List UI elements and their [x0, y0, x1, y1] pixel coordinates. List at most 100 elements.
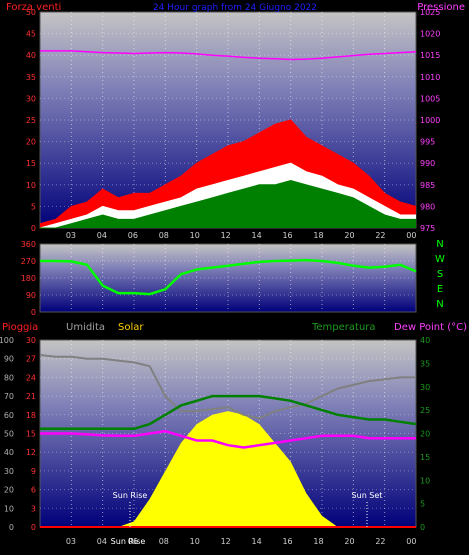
direction-y-tick: 180 [21, 274, 36, 283]
rain-y-tick: 21 [26, 392, 36, 401]
compass-label: E [437, 284, 443, 295]
wind-y-tick: 0 [31, 224, 36, 233]
wind-chart-x-tick: 04 [97, 231, 107, 240]
wind-chart-x-tick: 10 [190, 231, 200, 240]
pressure-y-tick: 1025 [420, 8, 440, 17]
humidity-line [39, 354, 416, 420]
wind-y-tick: 45 [26, 30, 36, 39]
pressure-y-tick: 975 [420, 224, 435, 233]
temperature-y-tick: 10 [420, 476, 430, 485]
climate-chart-x-tick: 16 [282, 537, 292, 546]
compass-label: W [435, 254, 445, 265]
temperature-line [40, 394, 417, 431]
wind-chart-x-tick: 14 [252, 231, 262, 240]
rain-y-tick: 27 [26, 355, 36, 364]
wind-chart-x-tick: 18 [313, 231, 323, 240]
rain-y-tick: 24 [26, 373, 36, 382]
wind-axis-label: Forza venti [6, 2, 61, 13]
humidity-y-tick: 30 [4, 467, 14, 476]
pressure-y-tick: 990 [420, 159, 435, 168]
wind-chart-x-tick: 22 [375, 231, 385, 240]
rain-y-tick: 12 [26, 448, 36, 457]
direction-y-tick: 360 [21, 240, 36, 249]
temperature-y-tick: 15 [420, 453, 430, 462]
wind-direction-line [40, 258, 417, 296]
sun-annotation: Sun Rise [111, 537, 146, 546]
climate-chart-x-tick: 03 [66, 537, 76, 546]
compass-label: N [436, 299, 443, 310]
solar-area [40, 411, 416, 527]
pressure-y-tick: 985 [420, 181, 435, 190]
wind-y-tick: 5 [31, 202, 36, 211]
rain-y-tick: 30 [26, 336, 36, 345]
legend-left-item: Pioggia [2, 322, 38, 333]
wind-chart-title: 24 Hour graph from 24 Giugno 2022 [153, 3, 317, 13]
wind-y-tick: 50 [26, 8, 36, 17]
rain-y-tick: 15 [26, 430, 36, 439]
temperature-y-tick: 5 [420, 500, 425, 509]
climate-chart-x-tick: 06 [128, 537, 138, 546]
climate-chart-x-tick: 00 [406, 537, 416, 546]
wind-chart-x-tick: 03 [66, 231, 76, 240]
climate-chart-x-tick: 18 [313, 537, 323, 546]
wind-chart-x-tick: 06 [128, 231, 138, 240]
wind-series-2-line [40, 179, 416, 229]
rain-y-tick: 6 [31, 486, 36, 495]
wind-chart-x-tick: 20 [344, 231, 354, 240]
legend-right-item: Dew Point (°C) [394, 322, 467, 333]
temperature-y-tick: 40 [420, 336, 430, 345]
temperature-y-tick: 35 [420, 359, 430, 368]
wind-y-tick: 20 [26, 138, 36, 147]
humidity-y-tick: 40 [4, 448, 14, 457]
legend-right-item: Temperatura [311, 322, 376, 333]
wind-chart-x-tick: 08 [159, 231, 169, 240]
wind-series-2-fill [40, 180, 416, 228]
wind-chart-x-tick: 00 [406, 231, 416, 240]
climate-chart-x-tick: 22 [375, 537, 385, 546]
pressure-y-tick: 1005 [420, 94, 440, 103]
wind-series-0-line [39, 119, 417, 225]
wind-chart-x-tick: 12 [221, 231, 231, 240]
humidity-y-tick: 10 [4, 504, 14, 513]
direction-y-tick: 270 [21, 257, 36, 266]
wind-y-tick: 10 [26, 181, 36, 190]
direction-y-tick: 90 [26, 291, 36, 300]
climate-chart-x-tick: 20 [344, 537, 354, 546]
wind-y-tick: 15 [26, 159, 36, 168]
wind-series-1-line [39, 162, 416, 229]
compass-label: S [437, 269, 443, 280]
temperature-y-tick: 30 [420, 383, 430, 392]
climate-chart-x-tick: 04 [97, 537, 107, 546]
temperature-y-tick: 20 [420, 430, 430, 439]
direction-y-tick: 0 [31, 308, 36, 317]
temperature-y-tick: 0 [420, 523, 425, 532]
legend-left-item: Solar [118, 322, 144, 333]
wind-y-tick: 25 [26, 116, 36, 125]
rain-y-tick: 9 [31, 467, 36, 476]
pressure-y-tick: 980 [420, 202, 435, 211]
pressure-y-tick: 1000 [420, 116, 440, 125]
humidity-y-tick: 50 [4, 430, 14, 439]
temperature-y-tick: 25 [420, 406, 430, 415]
wind-y-tick: 40 [26, 51, 36, 60]
pressure-y-tick: 1010 [420, 73, 440, 82]
legend-left-item: Umidita [66, 322, 105, 333]
humidity-y-tick: 0 [9, 523, 14, 532]
sun-annotation: Sun Rise [113, 491, 148, 500]
climate-chart-x-tick: 10 [190, 537, 200, 546]
rain-y-tick: 18 [26, 411, 36, 420]
humidity-y-tick: 70 [4, 392, 14, 401]
climate-chart-x-tick: 14 [252, 537, 262, 546]
sun-annotation: Sun Set [352, 491, 383, 500]
pressure-line [40, 50, 417, 61]
wind-y-tick: 35 [26, 73, 36, 82]
pressure-axis-label: Pressione [417, 2, 465, 13]
humidity-y-tick: 20 [4, 486, 14, 495]
climate-chart-x-tick: 12 [221, 537, 231, 546]
rain-y-tick: 3 [31, 504, 36, 513]
pressure-y-tick: 1020 [420, 30, 440, 39]
humidity-y-tick: 80 [4, 373, 14, 382]
humidity-y-tick: 90 [4, 355, 14, 364]
